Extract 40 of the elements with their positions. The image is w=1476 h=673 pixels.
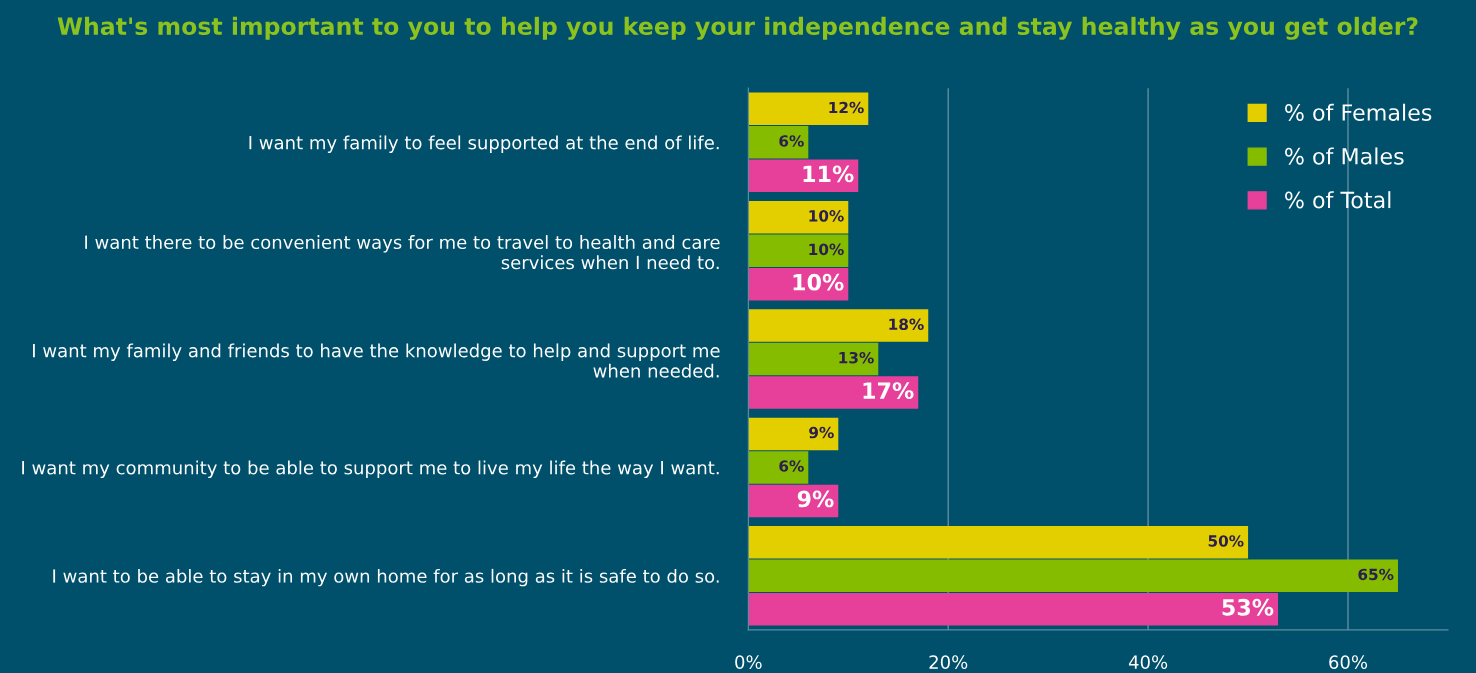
bar <box>748 92 869 126</box>
legend-label: % of Males <box>1285 147 1404 165</box>
y-tick-label: I want my family and friends to have the knowledge to help and support me when needed. <box>33 343 720 378</box>
y-tick-label: I want there to be convenient ways for me to travel to health and care services when I need to. <box>85 235 720 270</box>
data-label: 65% <box>1358 568 1394 581</box>
bar <box>748 309 929 342</box>
x-tick-label: 40% <box>1128 655 1168 669</box>
data-label: 10% <box>793 273 844 291</box>
data-label: 17% <box>863 382 914 399</box>
data-label: 12% <box>829 101 864 114</box>
data-label: 9% <box>809 426 834 439</box>
bar <box>748 200 849 234</box>
data-label: 13% <box>839 351 874 364</box>
x-tick-label: 0% <box>735 655 762 669</box>
bar <box>748 342 879 376</box>
data-label: 6% <box>779 460 804 472</box>
bar <box>748 376 919 409</box>
legend-label: % of Total <box>1285 191 1391 209</box>
chart-title: What's most important to you to help you keep your independence and stay healthy as you get older? <box>57 16 1418 40</box>
data-label: 9% <box>797 490 834 508</box>
data-label: 6% <box>779 135 804 147</box>
bar <box>748 592 1279 626</box>
x-tick-label: 60% <box>1329 655 1368 669</box>
data-label: 50% <box>1208 535 1244 547</box>
y-tick-label: I want my community to be able to support me to live my life the way I want. <box>22 460 719 479</box>
bar <box>748 417 839 451</box>
data-label: 11% <box>803 165 854 183</box>
bar <box>748 526 1249 559</box>
data-label: 10% <box>809 243 844 256</box>
data-label: 10% <box>809 210 844 222</box>
x-tick-label: 20% <box>929 655 968 669</box>
data-label: 18% <box>889 318 924 330</box>
bar <box>748 126 809 159</box>
bar <box>748 559 1398 592</box>
bar <box>748 234 849 267</box>
y-tick-label: I want my family to feel supported at the end of life. <box>249 135 719 153</box>
legend-label: % of Females <box>1285 103 1432 121</box>
data-label: 53% <box>1222 598 1274 616</box>
y-tick-label: I want to be able to stay in my own home for as long as it is safe to do so. <box>53 568 719 587</box>
bar <box>748 451 809 484</box>
